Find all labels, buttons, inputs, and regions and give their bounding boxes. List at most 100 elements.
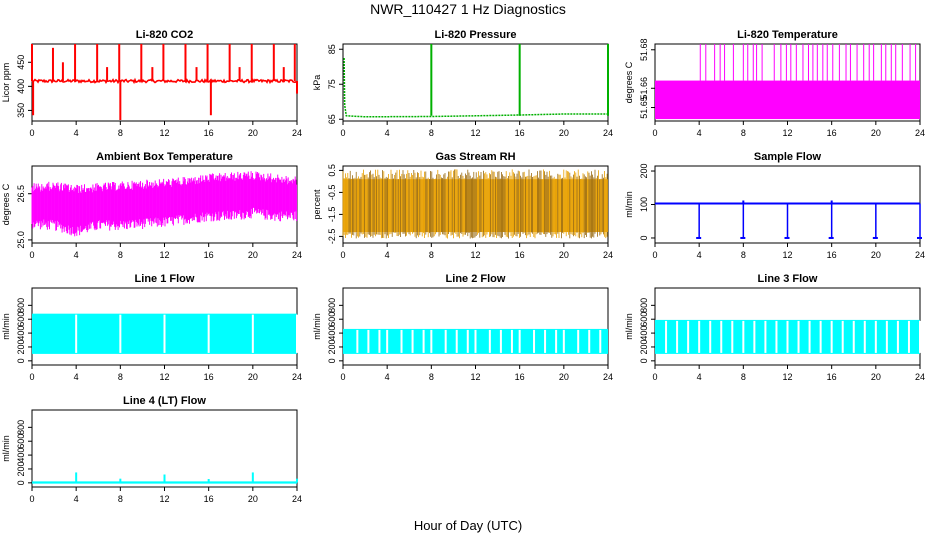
y-tick-label: 85 [327,44,337,54]
panel-7: Line 1 Flow ml/min 0 4 8 12 16 20 24 0 20040060080… [1,273,302,382]
panel-8: Line 2 Flow ml/min 0 4 8 12 16 20 24 0 20040060080… [312,273,613,382]
x-tick-label: 4 [697,372,702,382]
x-tick-label: 16 [204,250,214,260]
y-tick-label: 51.68 [639,39,649,62]
y-tick-label: 51.66 [639,77,649,100]
y-tick-label: 600 [16,312,26,327]
series-band [655,80,920,120]
chart-title: Line 2 Flow [446,273,506,285]
x-tick-label: 0 [29,128,34,138]
series-9 [655,319,921,354]
x-tick-label: 24 [292,372,302,382]
x-tick-label: 12 [782,372,792,382]
y-axis-label: kPa [312,75,322,91]
gap [852,320,855,353]
gap [753,320,756,353]
chart-title: Li-820 Temperature [737,29,838,41]
y-tick-label: 0.5 [327,164,337,177]
y-axis-label: degrees C [624,61,634,103]
gap [488,329,491,353]
x-tick-label: 24 [603,128,613,138]
x-tick-label: 0 [29,372,34,382]
gap [885,320,888,353]
y-tick-label: 400 [16,448,26,463]
x-tick-label: 0 [29,494,34,504]
gap [808,320,811,353]
gap [830,320,833,353]
x-tick-label: 24 [915,250,925,260]
x-tick-label: 24 [603,250,613,260]
series-4 [31,171,298,237]
gap [544,329,547,353]
x-tick-label: 4 [697,250,702,260]
y-axis-label: ml/min [1,313,11,340]
series-10 [32,472,298,484]
x-tick-label: 0 [340,128,345,138]
gap [474,329,477,353]
gap [687,320,690,353]
x-tick-label: 16 [827,372,837,382]
x-tick-label: 24 [915,372,925,382]
x-tick-label: 8 [429,250,434,260]
x-tick-label: 24 [292,250,302,260]
y-tick-label: 450 [16,55,26,70]
x-tick-label: 20 [248,128,258,138]
x-tick-label: 20 [559,372,569,382]
series-7 [32,313,298,354]
y-tick-label: 75 [327,79,337,89]
y-tick-label: 0 [639,235,649,240]
x-tick-label: 16 [515,250,525,260]
x-tick-label: 0 [29,250,34,260]
y-tick-label: 100 [639,197,649,212]
y-tick-label: 0 [16,480,26,485]
gap [367,329,370,353]
x-tick-label: 12 [159,128,169,138]
x-tick-label: 4 [385,250,390,260]
chart-title: Line 3 Flow [758,273,818,285]
y-tick-label: 200 [327,339,337,354]
x-tick-label: 8 [429,372,434,382]
x-tick-label: 24 [292,494,302,504]
gap [819,320,822,353]
x-tick-label: 20 [559,250,569,260]
gap [499,329,502,353]
x-tick-label: 20 [248,372,258,382]
gap [386,329,389,353]
y-axis-label: ml/min [1,435,11,462]
gap [510,329,513,353]
gap [874,320,877,353]
x-tick-label: 24 [292,128,302,138]
gap [518,329,521,353]
panel-3: Li-820 Temperature degrees C 0 4 8 12 16 20 24 51… [624,29,925,138]
gap [577,329,580,353]
x-tick-label: 4 [385,372,390,382]
gap [775,320,778,353]
x-tick-label: 20 [871,372,881,382]
gap [720,320,723,353]
x-tick-label: 16 [204,494,214,504]
x-tick-label: 0 [652,372,657,382]
chart-title: Gas Stream RH [435,151,515,163]
y-tick-label: 350 [16,103,26,118]
gap [599,329,602,353]
y-tick-label: 600 [327,312,337,327]
series-8 [343,328,608,354]
panel-1: Li-820 CO2 Licor ppm 0 4 8 12 16 20 24 350 400 450 [1,29,302,138]
x-tick-label: 20 [871,128,881,138]
y-tick-label: 200 [16,461,26,476]
y-tick-label: 400 [16,326,26,341]
gap [764,320,767,353]
x-tick-label: 16 [204,372,214,382]
x-tick-label: 4 [74,250,79,260]
y-axis-label: Licor ppm [1,63,11,103]
y-axis-label: ml/min [624,191,634,218]
gap [709,320,712,353]
x-tick-label: 4 [74,128,79,138]
x-tick-label: 12 [159,250,169,260]
x-tick-label: 8 [118,128,123,138]
series-3 [655,44,920,120]
gap [411,329,414,353]
series-2 [343,44,609,118]
chart-title: Sample Flow [754,151,822,163]
